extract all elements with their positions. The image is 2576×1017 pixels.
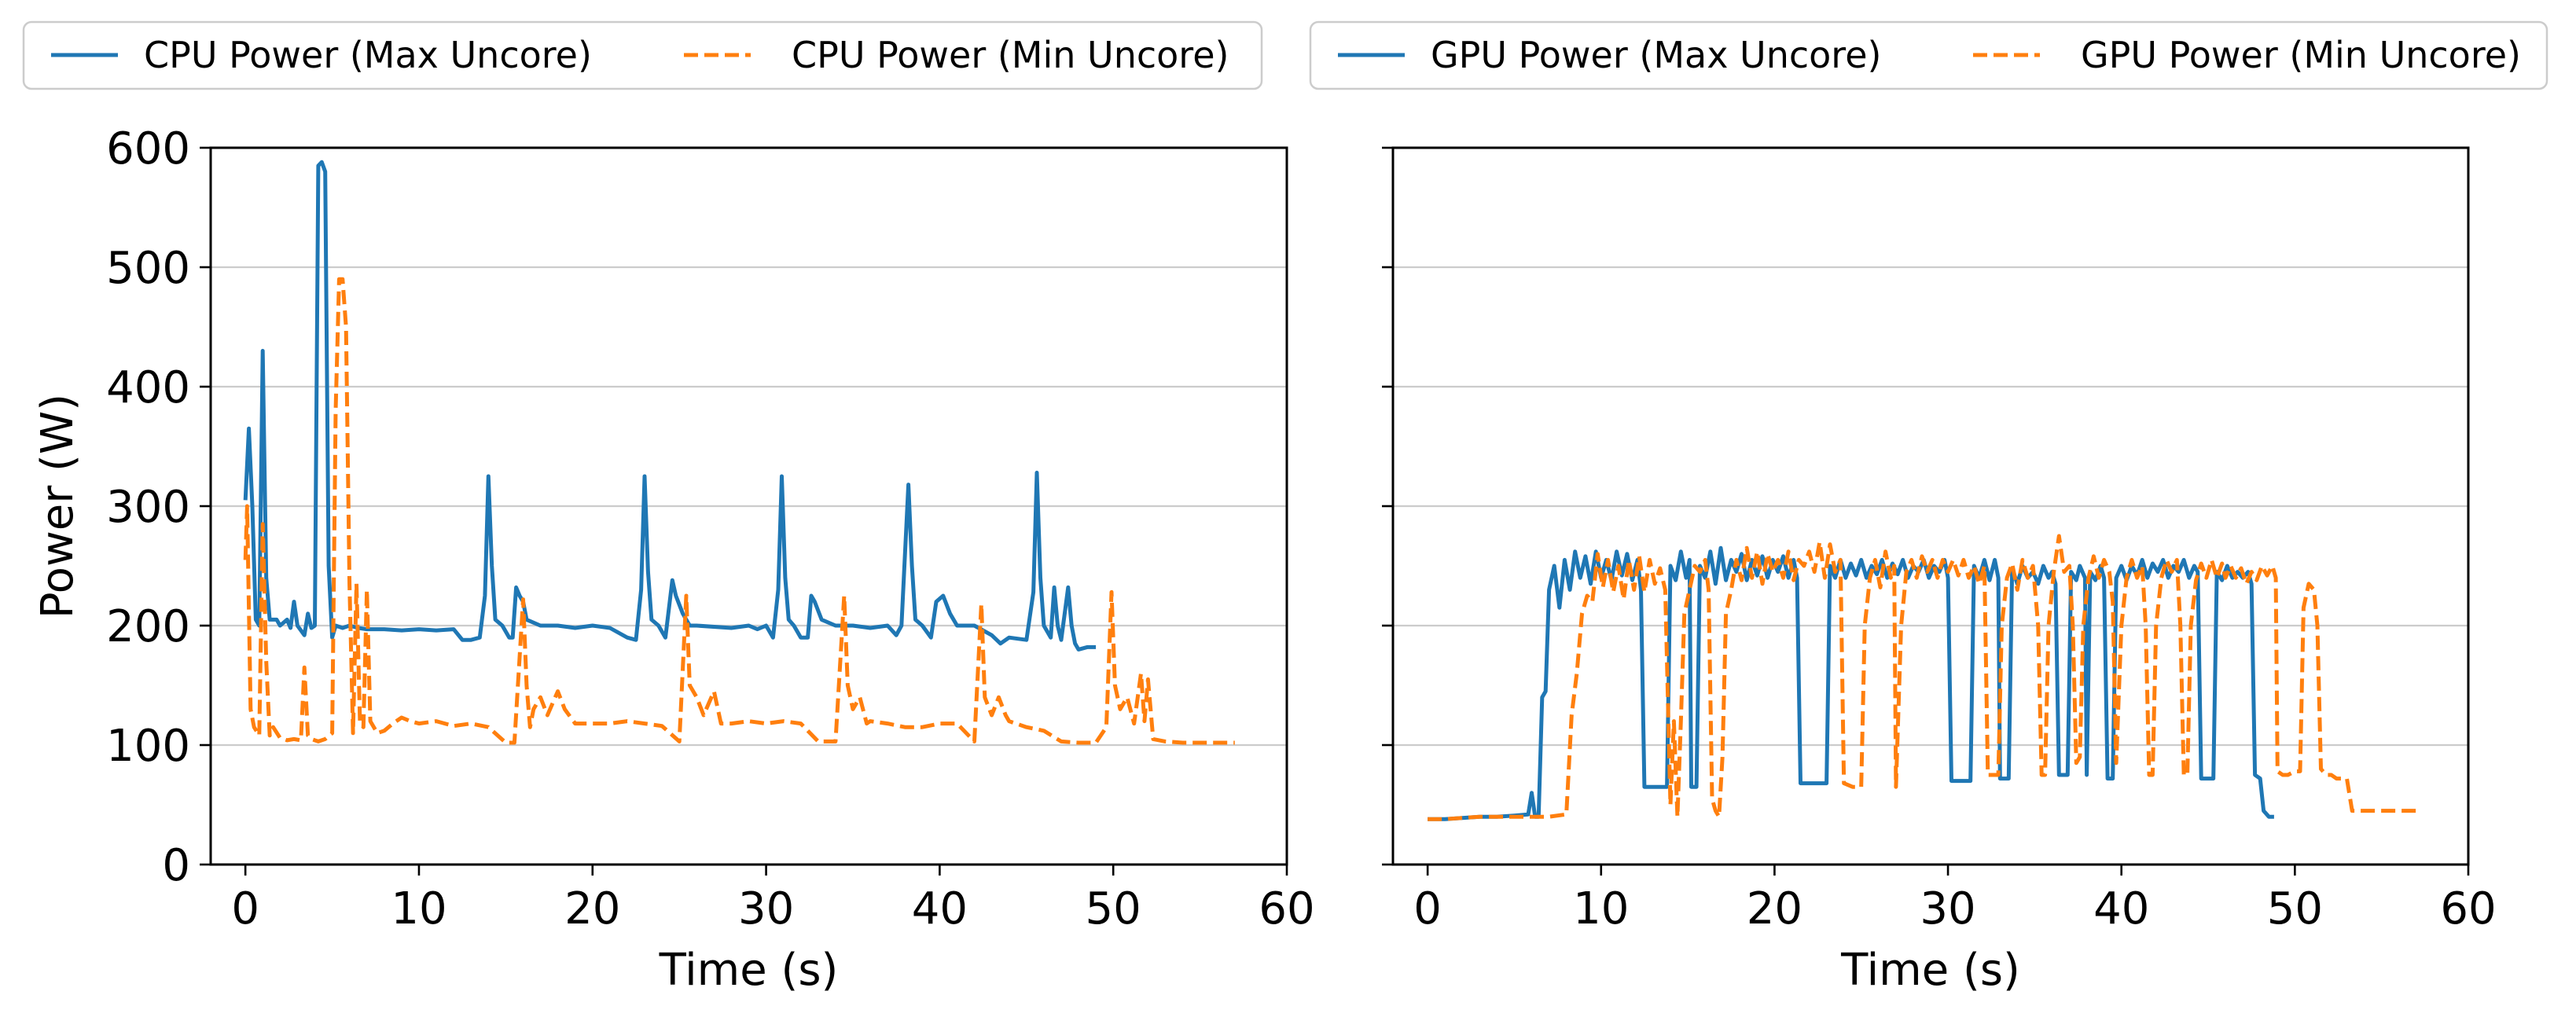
- y-tick-label: 200: [106, 601, 190, 652]
- x-tick-label: 20: [1747, 883, 1802, 934]
- legend-gpu-min-label: GPU Power (Min Uncore): [2081, 34, 2521, 76]
- y-tick-label: 500: [106, 243, 190, 294]
- y-tick-label: 0: [162, 840, 190, 891]
- series-line-min-uncore: [1428, 534, 2416, 821]
- series-line-max-uncore: [1428, 545, 2274, 821]
- x-tick-label: 30: [1920, 883, 1975, 934]
- x-axis-label: Time (s): [1840, 945, 2020, 996]
- y-tick-label: 400: [106, 362, 190, 413]
- x-axis-label: Time (s): [659, 945, 839, 996]
- y-tick-label: 100: [106, 721, 190, 772]
- x-tick-label: 0: [1413, 883, 1442, 934]
- legend-gpu: GPU Power (Max Uncore) GPU Power (Min Un…: [1309, 20, 2548, 90]
- x-tick-label: 40: [912, 883, 968, 934]
- y-tick-label: 600: [106, 123, 190, 174]
- x-tick-label: 50: [2267, 883, 2323, 934]
- x-tick-label: 60: [2440, 883, 2496, 934]
- y-tick-label: 300: [106, 482, 190, 533]
- legend-cpu-min-label: CPU Power (Min Uncore): [792, 34, 1229, 76]
- legend-cpu-box: [22, 20, 1263, 90]
- x-tick-label: 50: [1086, 883, 1141, 934]
- y-axis-ticks: [1382, 146, 1393, 866]
- legend-cpu-max-label: CPU Power (Max Uncore): [144, 34, 592, 76]
- y-axis-label: Power (W): [32, 394, 83, 619]
- x-tick-label: 30: [738, 883, 794, 934]
- gpu-power-panel: 0 10 20 30 40 50 60 Time (s): [1382, 146, 2497, 996]
- x-axis-ticks: 0 10 20 30 40 50 60: [231, 865, 1315, 934]
- grid-lines: [1393, 266, 2468, 747]
- x-tick-label: 0: [231, 883, 259, 934]
- x-tick-label: 10: [391, 883, 446, 934]
- x-tick-label: 40: [2093, 883, 2149, 934]
- legend-gpu-max-label: GPU Power (Max Uncore): [1431, 34, 1881, 76]
- legend-cpu: CPU Power (Max Uncore) CPU Power (Min Un…: [22, 20, 1263, 90]
- x-tick-label: 20: [564, 883, 620, 934]
- series-line-max-uncore: [243, 160, 1097, 652]
- x-tick-label: 10: [1573, 883, 1629, 934]
- x-axis-ticks: 0 10 20 30 40 50 60: [1413, 865, 2497, 934]
- grid-lines: [211, 266, 1287, 747]
- y-axis-ticks: 0 100 200 300 400 500 600: [106, 123, 211, 891]
- series-line-min-uncore: [243, 277, 1235, 745]
- x-tick-label: 60: [1259, 883, 1314, 934]
- legend-gpu-box: [1309, 20, 2548, 90]
